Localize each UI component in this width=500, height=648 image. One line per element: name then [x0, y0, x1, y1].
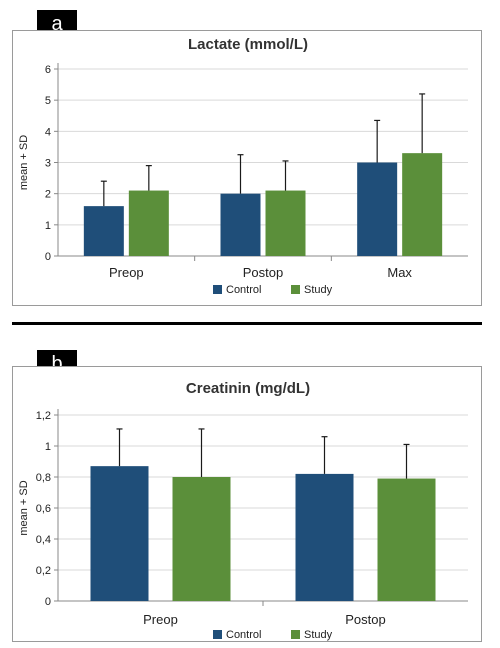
legend-label-control: Control	[226, 284, 261, 296]
bar-control-postop	[295, 473, 354, 601]
creatinin-chart: Creatinin (mg/dL) mean + SD 0 0,2 0,4 0,6 0,8 1…	[18, 380, 468, 641]
chart-title: Lactate (mmol/L)	[188, 36, 308, 53]
y-tick-label: 3	[45, 158, 51, 170]
chart-b-frame: Creatinin (mg/dL) mean + SD 0 0,2 0,4 0,6 0,8 1…	[12, 366, 482, 642]
bar-study-preop	[172, 477, 231, 601]
x-tick-label: Preop	[143, 612, 178, 627]
y-tick-label: 1,2	[36, 410, 51, 422]
y-tick-label: 6	[45, 64, 51, 76]
bar-control-preop	[83, 206, 124, 256]
y-tick-label: 0,4	[36, 534, 51, 546]
legend-label-control: Control	[226, 629, 261, 641]
y-tick-label: 0,2	[36, 565, 51, 577]
y-tick-label: 2	[45, 189, 51, 201]
chart-title: Creatinin (mg/dL)	[186, 380, 310, 397]
legend-swatch-control	[213, 285, 222, 294]
legend-swatch-study	[291, 630, 300, 639]
bar-control-preop	[90, 466, 149, 601]
bar-study-postop	[265, 190, 306, 256]
x-tick-label: Max	[387, 265, 412, 280]
y-tick-label: 0,8	[36, 472, 51, 484]
y-axis-label: mean + SD	[18, 135, 30, 190]
chart-a-frame: Lactate (mmol/L) mean + SD 0 1 2 3 4 5 6 Preop Pos…	[12, 30, 482, 306]
lactate-chart: Lactate (mmol/L) mean + SD 0 1 2 3 4 5 6 Preop Pos…	[18, 36, 468, 296]
y-axis-label: mean + SD	[18, 480, 30, 535]
y-tick-label: 1	[45, 441, 51, 453]
bar-control-max	[357, 162, 398, 256]
panel-divider	[12, 322, 482, 325]
bar-study-max	[402, 153, 443, 256]
legend-label-study: Study	[304, 284, 333, 296]
legend-swatch-control	[213, 630, 222, 639]
y-tick-label: 5	[45, 95, 51, 107]
bar-study-postop	[377, 478, 436, 601]
y-tick-label: 0	[45, 596, 51, 608]
y-tick-label: 4	[45, 126, 51, 138]
y-tick-label: 0,6	[36, 503, 51, 515]
legend-swatch-study	[291, 285, 300, 294]
y-tick-label: 0	[45, 251, 51, 263]
bar-control-postop	[220, 193, 261, 256]
x-tick-label: Postop	[345, 612, 385, 627]
legend-label-study: Study	[304, 629, 333, 641]
x-tick-label: Preop	[109, 265, 144, 280]
bar-study-preop	[128, 190, 169, 256]
y-tick-label: 1	[45, 220, 51, 232]
x-tick-label: Postop	[243, 265, 283, 280]
